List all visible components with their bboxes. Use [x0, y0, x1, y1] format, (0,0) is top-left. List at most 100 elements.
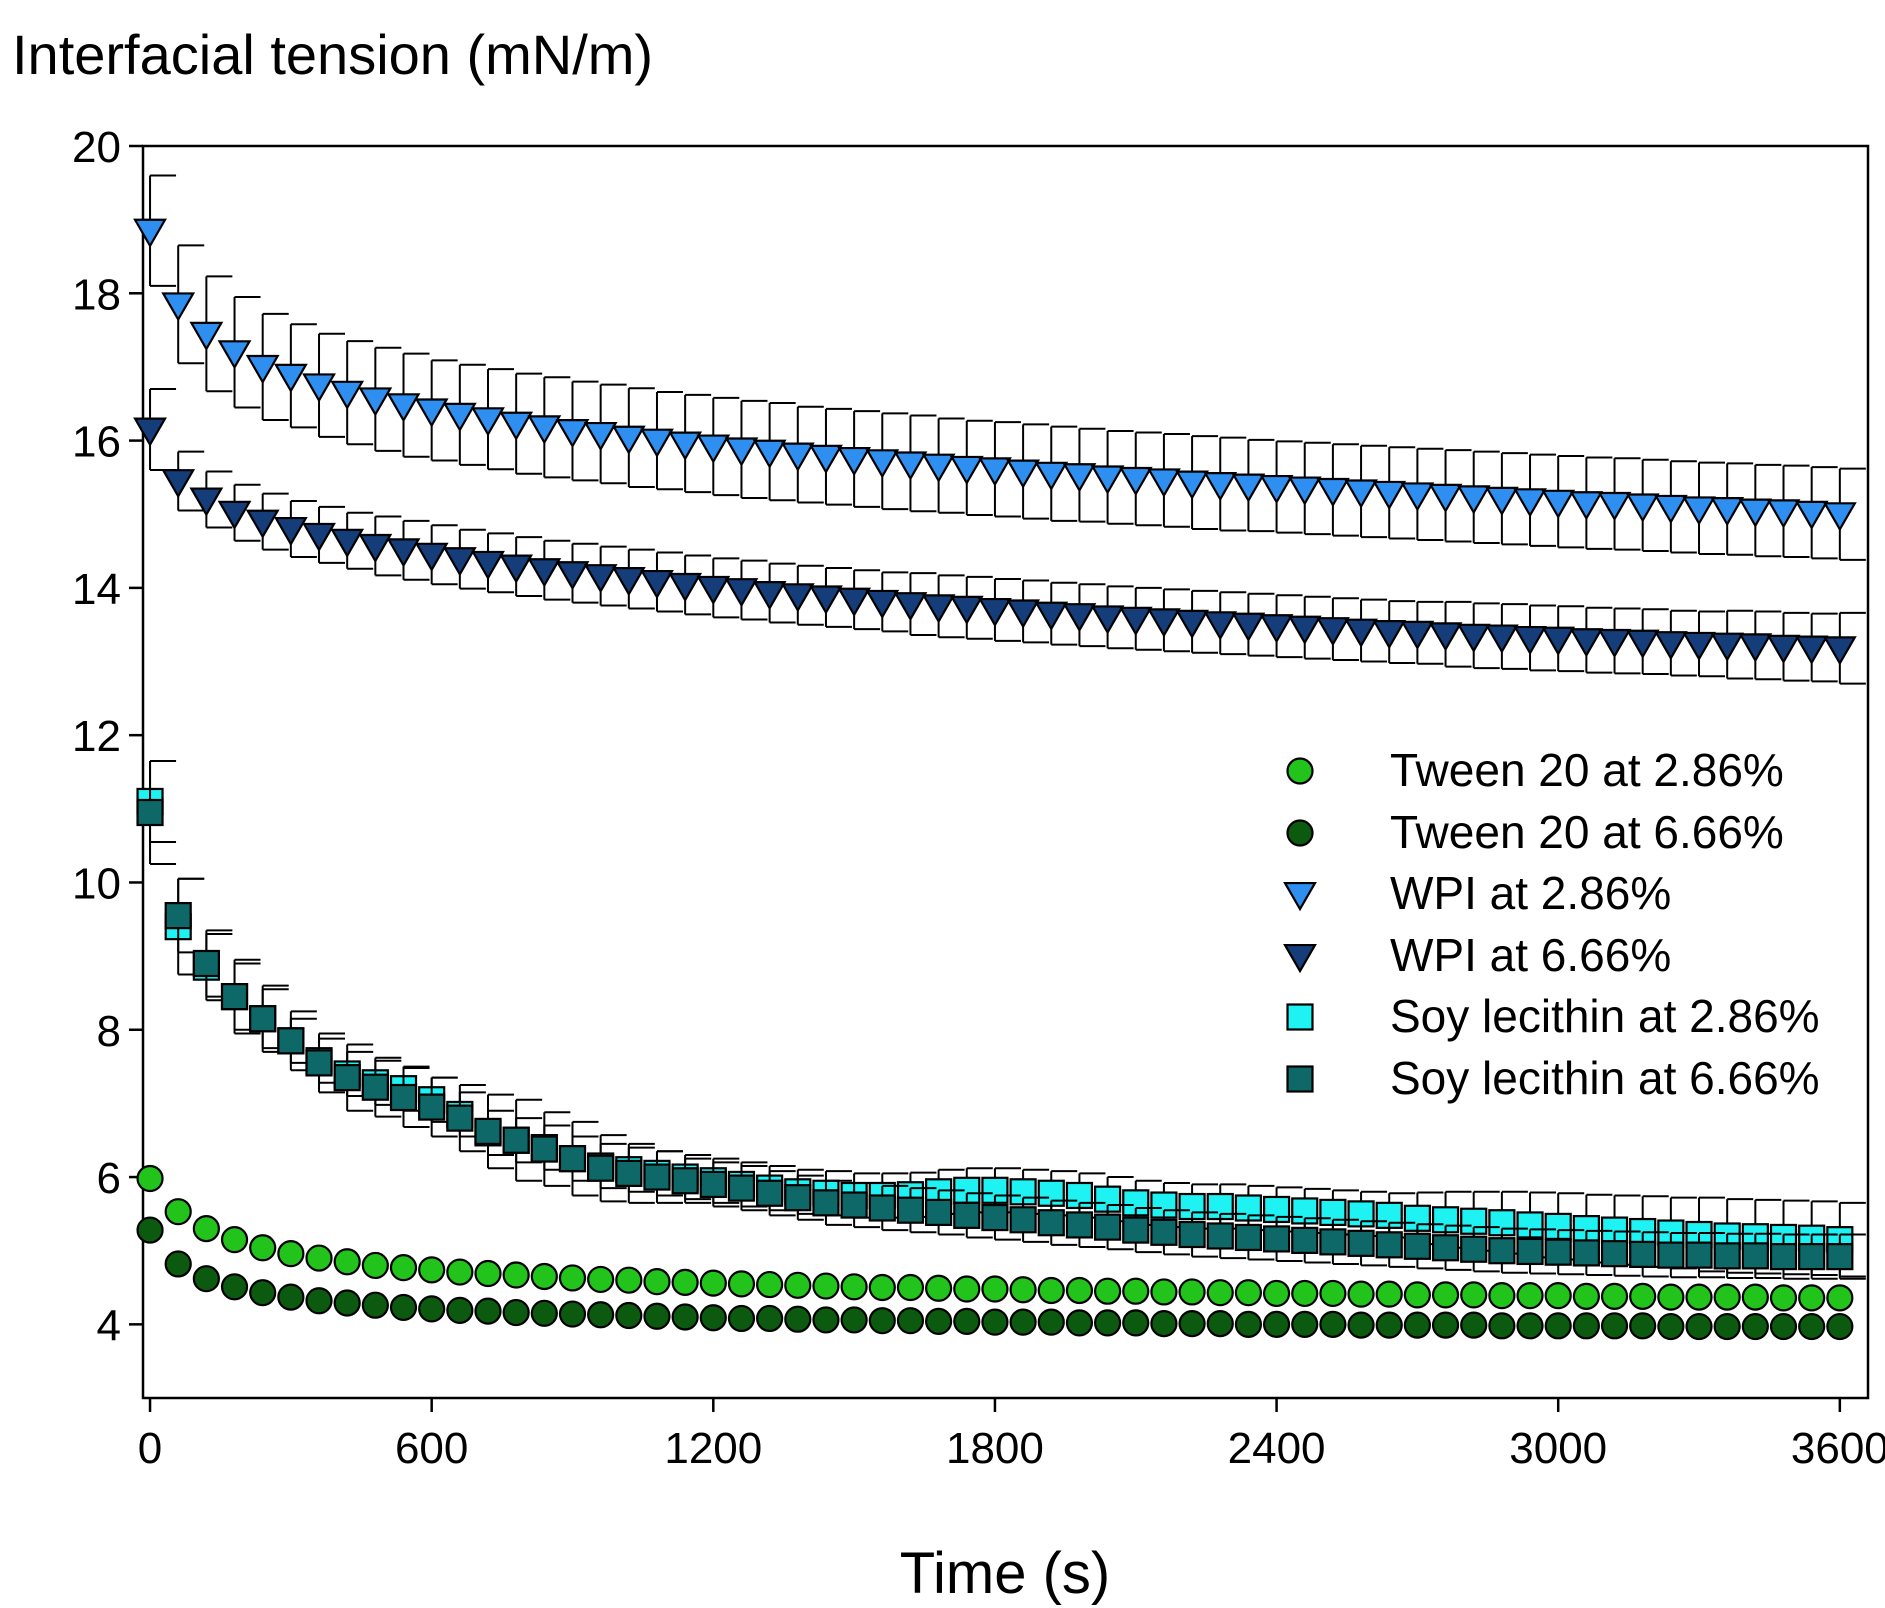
- data-point: [1798, 1242, 1826, 1271]
- data-point: [1657, 1241, 1685, 1269]
- data-point: [220, 983, 249, 1011]
- data-point: [1206, 1279, 1234, 1307]
- x-tick-label: 1200: [664, 1424, 762, 1473]
- data-point: [474, 1297, 502, 1325]
- data-point: [1460, 1311, 1488, 1339]
- data-point: [1541, 489, 1576, 519]
- x-tick-label: 3600: [1791, 1424, 1885, 1473]
- legend-label: WPI at 2.86%: [1390, 867, 1672, 920]
- data-point: [668, 572, 703, 603]
- data-point: [1794, 635, 1829, 665]
- data-point: [330, 380, 365, 410]
- data-point: [136, 1216, 164, 1244]
- data-point: [699, 1304, 727, 1332]
- data-point: [277, 1240, 305, 1268]
- x-tick-label: 0: [138, 1424, 162, 1473]
- data-point: [1484, 624, 1519, 654]
- data-point: [865, 589, 900, 620]
- plot-frame: [141, 144, 1870, 1400]
- data-point: [1738, 498, 1773, 528]
- data-point: [840, 1306, 868, 1334]
- data-point: [530, 1262, 558, 1291]
- data-point: [981, 1203, 1009, 1232]
- data-point: [1822, 636, 1857, 666]
- y-tick-label: 8: [97, 1007, 121, 1056]
- data-point: [925, 1274, 953, 1302]
- data-point: [217, 340, 252, 370]
- data-point: [1400, 620, 1435, 651]
- legend-label: Tween 20 at 6.66%: [1390, 805, 1784, 858]
- data-point: [1572, 1312, 1600, 1340]
- data-point: [418, 1256, 446, 1284]
- legend-label: Tween 20 at 2.86%: [1390, 744, 1784, 796]
- data-point: [1262, 1310, 1291, 1338]
- data-point: [161, 469, 196, 499]
- data-point: [442, 547, 477, 577]
- data-point: [1769, 1242, 1798, 1271]
- data-point: [1037, 1209, 1065, 1237]
- data-point: [1653, 631, 1688, 661]
- data-point: [333, 1289, 361, 1317]
- data-point: [305, 1049, 333, 1077]
- data-point: [756, 1179, 784, 1207]
- data-point: [1738, 633, 1773, 663]
- data-point: [133, 417, 167, 447]
- data-point: [1685, 1283, 1713, 1311]
- data-point: [361, 1251, 389, 1280]
- data-point: [273, 363, 308, 394]
- data-point: [133, 218, 167, 248]
- data-point: [189, 487, 224, 517]
- data-point: [978, 597, 1012, 628]
- data-point: [1347, 1229, 1375, 1257]
- data-point: [868, 1194, 896, 1222]
- data-point: [1203, 472, 1238, 502]
- data-point: [1259, 474, 1294, 505]
- data-point: [1653, 494, 1688, 525]
- data-point: [699, 1269, 727, 1297]
- data-point: [1544, 1282, 1572, 1310]
- data-point: [643, 1163, 671, 1191]
- data-point: [896, 1307, 925, 1335]
- data-point: [1262, 1225, 1291, 1253]
- series: [133, 388, 1866, 685]
- data-point: [1629, 1240, 1657, 1268]
- data-point: [611, 567, 646, 597]
- data-point: [1741, 1312, 1769, 1341]
- data-point: [1516, 1237, 1544, 1266]
- data-point: [587, 1301, 615, 1329]
- data-point: [1629, 1282, 1657, 1310]
- data-point: [724, 437, 759, 467]
- data-point: [1372, 480, 1407, 511]
- x-axis-title: Time (s): [899, 1541, 1111, 1606]
- data-point: [1685, 1241, 1713, 1269]
- data-point: [1062, 603, 1097, 633]
- series: [136, 1164, 1854, 1312]
- data-point: [671, 1167, 699, 1195]
- data-point: [1344, 479, 1378, 509]
- data-point: [386, 538, 421, 568]
- data-point: [1034, 601, 1069, 631]
- data-point: [840, 1191, 868, 1219]
- data-point: [1065, 1309, 1094, 1337]
- data-point: [1569, 628, 1604, 658]
- data-point: [446, 1258, 474, 1286]
- data-point: [502, 1126, 530, 1154]
- data-point: [273, 516, 308, 547]
- data-point: [809, 444, 843, 475]
- data-point: [1234, 1279, 1263, 1307]
- data-point: [1122, 1277, 1150, 1305]
- data-point: [1713, 1283, 1741, 1311]
- data-point: [358, 387, 393, 417]
- data-point: [1006, 459, 1041, 489]
- data-point: [615, 1266, 643, 1294]
- data-point: [784, 1305, 812, 1333]
- data-point: [780, 442, 815, 472]
- data-point: [643, 1302, 671, 1330]
- data-point: [1178, 1278, 1206, 1306]
- data-point: [1403, 1281, 1431, 1309]
- y-tick-label: 16: [72, 418, 121, 467]
- data-point: [868, 1307, 896, 1335]
- data-point: [1682, 631, 1716, 662]
- data-point: [1118, 606, 1153, 637]
- data-point: [302, 522, 336, 553]
